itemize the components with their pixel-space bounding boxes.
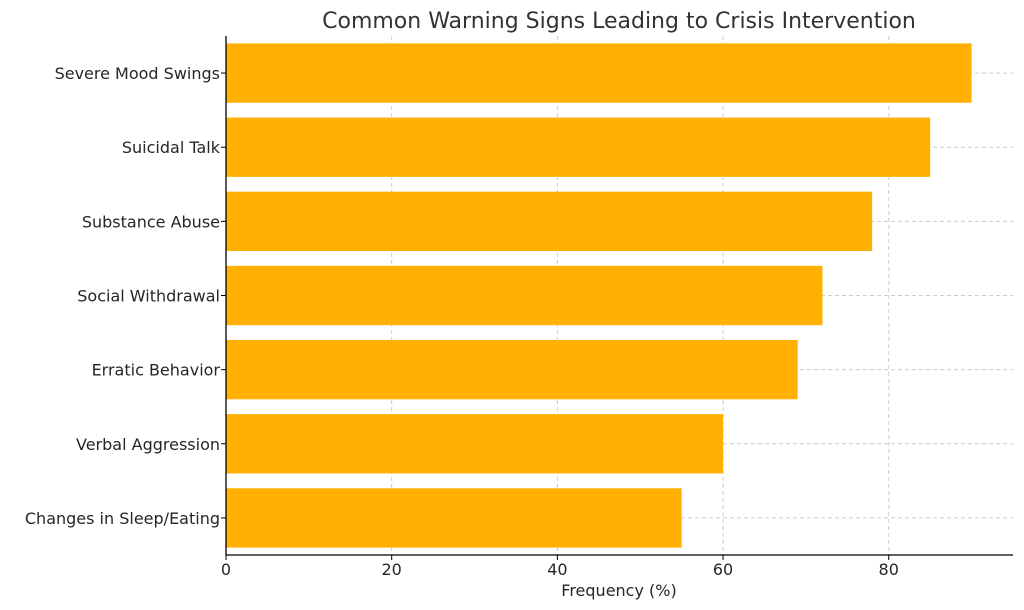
- bar: [226, 191, 873, 252]
- x-tick-label: 20: [382, 560, 402, 579]
- category-label: Verbal Aggression: [76, 435, 220, 454]
- category-label: Social Withdrawal: [77, 287, 220, 306]
- bar: [226, 339, 798, 400]
- x-tick-label: 80: [879, 560, 899, 579]
- x-tick-label: 60: [713, 560, 733, 579]
- bar: [226, 414, 724, 474]
- chart-title: Common Warning Signs Leading to Crisis I…: [322, 9, 916, 34]
- category-label: Changes in Sleep/Eating: [25, 509, 220, 528]
- bar: [226, 265, 823, 326]
- category-label: Severe Mood Swings: [55, 64, 220, 83]
- x-tick-label: 0: [221, 560, 231, 579]
- bars: [226, 43, 972, 548]
- bar: [226, 43, 972, 103]
- x-axis-label: Frequency (%): [561, 581, 676, 600]
- category-label: Suicidal Talk: [122, 138, 221, 157]
- bar: [226, 488, 682, 548]
- category-labels: Severe Mood Swings Suicidal Talk Substance…: [25, 64, 221, 528]
- category-label: Erratic Behavior: [92, 361, 221, 380]
- bar: [226, 117, 931, 177]
- x-ticks: 0 20 40 60 80: [221, 72, 899, 579]
- category-label: Substance Abuse: [82, 212, 220, 231]
- x-tick-label: 40: [547, 560, 567, 579]
